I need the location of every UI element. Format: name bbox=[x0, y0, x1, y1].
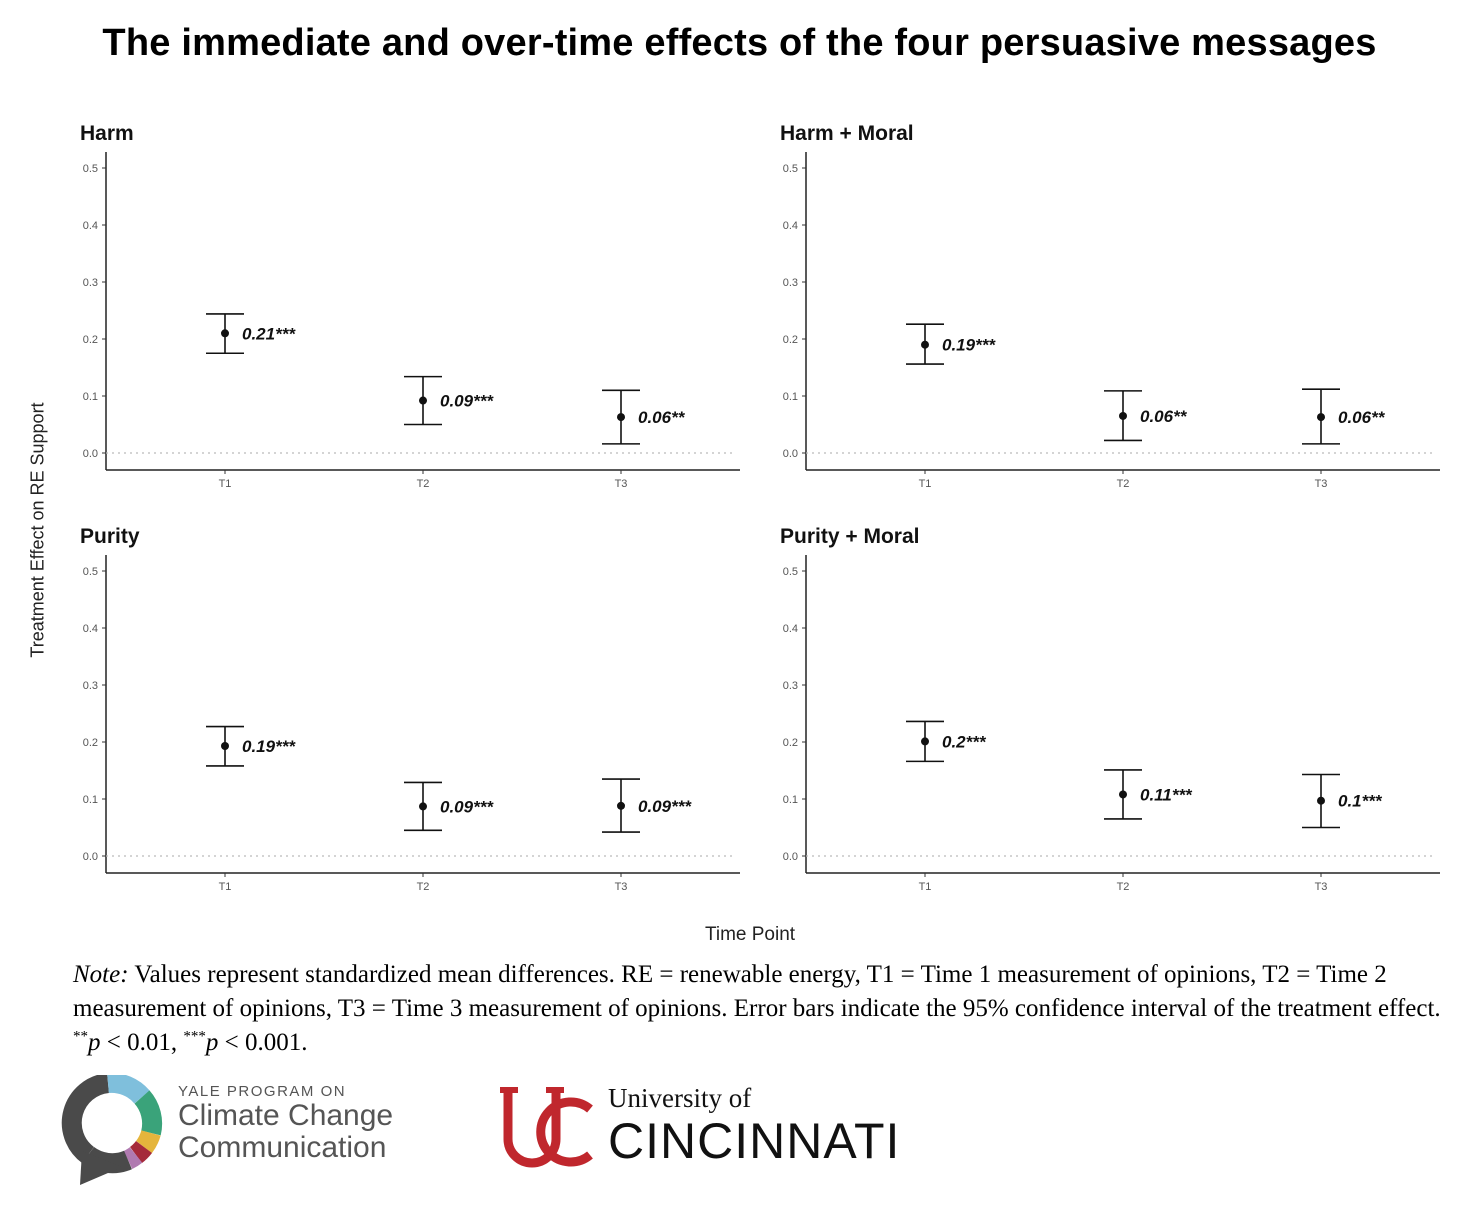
y-tick-label: 0.0 bbox=[83, 448, 98, 460]
yale-program-label: YALE PROGRAM ON bbox=[178, 1083, 347, 1100]
note-sig1-stars: ** bbox=[73, 1028, 88, 1045]
y-tick-label: 0.4 bbox=[783, 623, 798, 635]
data-point bbox=[221, 741, 229, 750]
data-label: 0.19*** bbox=[242, 737, 296, 756]
data-point bbox=[921, 340, 929, 349]
data-label: 0.09*** bbox=[440, 797, 494, 816]
y-axis-label: Treatment Effect on RE Support bbox=[27, 402, 48, 658]
yale-ring-icon bbox=[61, 1075, 163, 1185]
y-tick-label: 0.2 bbox=[83, 737, 98, 749]
facet-chart: Harm + Moral 0.0 0.1 0.2 0.3 0.4 0.5 T1 T2 T3 0.19… bbox=[780, 122, 1440, 490]
data-point bbox=[419, 802, 427, 811]
facet-chart: Purity 0.0 0.1 0.2 0.3 0.4 0.5 T1 T2 T3 0.19*** 0.0… bbox=[80, 525, 740, 893]
y-tick-label: 0.4 bbox=[783, 220, 798, 232]
yale-name-line1: Climate Change bbox=[178, 1099, 394, 1132]
x-tick-label: T3 bbox=[1315, 881, 1328, 893]
y-tick-label: 0.2 bbox=[783, 334, 798, 346]
data-point bbox=[419, 396, 427, 405]
data-label: 0.2*** bbox=[942, 732, 987, 751]
y-tick-label: 0.0 bbox=[783, 448, 798, 460]
note-text: Values represent standardized mean diffe… bbox=[73, 961, 1441, 1022]
uc-logo: University of CINCINNATI bbox=[500, 1083, 920, 1178]
yale-logo: YALE PROGRAM ON Climate Change Communica… bbox=[60, 1075, 420, 1190]
x-tick-label: T1 bbox=[219, 881, 232, 893]
uc-monogram-icon bbox=[500, 1087, 593, 1168]
y-tick-label: 0.1 bbox=[83, 391, 98, 403]
panel-title: Harm + Moral bbox=[780, 122, 914, 145]
y-tick-label: 0.0 bbox=[783, 851, 798, 863]
data-label: 0.09*** bbox=[638, 797, 692, 816]
y-tick-label: 0.4 bbox=[83, 623, 98, 635]
note-lead: Note: bbox=[73, 961, 129, 988]
y-tick-label: 0.1 bbox=[783, 391, 798, 403]
facet-chart: Purity + Moral 0.0 0.1 0.2 0.3 0.4 0.5 T1 T2 T3 0.… bbox=[780, 525, 1440, 893]
panel-title: Purity + Moral bbox=[780, 525, 919, 548]
uc-university-of: University of bbox=[608, 1083, 752, 1113]
y-tick-label: 0.5 bbox=[83, 163, 98, 175]
data-label: 0.06** bbox=[1140, 407, 1188, 426]
panel-harm-moral: Harm + Moral 0.0 0.1 0.2 0.3 0.4 0.5 T1 T2 T3 0.19… bbox=[740, 112, 1450, 492]
y-tick-label: 0.0 bbox=[83, 851, 98, 863]
data-label: 0.21*** bbox=[242, 324, 296, 343]
x-tick-label: T3 bbox=[615, 881, 628, 893]
data-point bbox=[1119, 790, 1127, 799]
y-tick-label: 0.3 bbox=[783, 680, 798, 692]
y-tick-label: 0.1 bbox=[783, 794, 798, 806]
chart-title: The immediate and over-time effects of t… bbox=[102, 22, 1377, 64]
note-sig2-stars: *** bbox=[183, 1028, 206, 1045]
data-point bbox=[1119, 411, 1127, 420]
uc-cincinnati: CINCINNATI bbox=[608, 1113, 901, 1169]
y-tick-label: 0.5 bbox=[83, 566, 98, 578]
x-tick-label: T1 bbox=[919, 881, 932, 893]
y-tick-label: 0.3 bbox=[783, 277, 798, 289]
x-tick-label: T2 bbox=[417, 881, 430, 893]
data-point bbox=[1317, 413, 1325, 422]
y-tick-label: 0.2 bbox=[783, 737, 798, 749]
panel-purity-moral: Purity + Moral 0.0 0.1 0.2 0.3 0.4 0.5 T1 T2 T3 0.… bbox=[740, 515, 1450, 895]
y-tick-label: 0.3 bbox=[83, 680, 98, 692]
y-tick-label: 0.5 bbox=[783, 163, 798, 175]
y-tick-label: 0.2 bbox=[83, 334, 98, 346]
data-point bbox=[1317, 796, 1325, 805]
data-label: 0.09*** bbox=[440, 392, 494, 411]
panel-title: Harm bbox=[80, 122, 134, 145]
x-tick-label: T3 bbox=[615, 478, 628, 490]
note-p2: p bbox=[205, 1029, 219, 1056]
note-p1: p bbox=[88, 1029, 101, 1056]
panel-purity: Purity 0.0 0.1 0.2 0.3 0.4 0.5 T1 T2 T3 0.19*** 0.0… bbox=[40, 515, 750, 895]
panel-title: Purity bbox=[80, 525, 140, 548]
facet-chart: Harm 0.0 0.1 0.2 0.3 0.4 0.5 T1 T2 T3 0.21*** 0.09*… bbox=[80, 122, 740, 490]
x-tick-label: T2 bbox=[1117, 478, 1130, 490]
y-tick-label: 0.3 bbox=[83, 277, 98, 289]
x-tick-label: T1 bbox=[219, 478, 232, 490]
x-tick-label: T3 bbox=[1315, 478, 1328, 490]
y-tick-label: 0.1 bbox=[83, 794, 98, 806]
data-label: 0.19*** bbox=[942, 336, 996, 355]
data-label: 0.06** bbox=[1338, 408, 1386, 427]
x-tick-label: T2 bbox=[1117, 881, 1130, 893]
note-sig1-text: < 0.01, bbox=[100, 1029, 184, 1056]
data-point bbox=[921, 737, 929, 746]
data-point bbox=[221, 329, 229, 338]
panel-harm: Harm 0.0 0.1 0.2 0.3 0.4 0.5 T1 T2 T3 0.21*** 0.09*… bbox=[40, 112, 750, 492]
y-tick-label: 0.5 bbox=[783, 566, 798, 578]
x-tick-label: T1 bbox=[919, 478, 932, 490]
figure-note: Note: Values represent standardized mean… bbox=[73, 958, 1443, 1060]
data-point bbox=[617, 413, 625, 422]
data-label: 0.1*** bbox=[1338, 792, 1383, 811]
yale-name-line2: Communication bbox=[178, 1131, 387, 1164]
x-axis-label: Time Point bbox=[704, 924, 796, 945]
data-label: 0.06** bbox=[638, 408, 686, 427]
data-label: 0.11*** bbox=[1140, 785, 1193, 804]
y-tick-label: 0.4 bbox=[83, 220, 98, 232]
note-sig2-text: < 0.001. bbox=[218, 1029, 308, 1056]
x-tick-label: T2 bbox=[417, 478, 430, 490]
data-point bbox=[617, 801, 625, 810]
